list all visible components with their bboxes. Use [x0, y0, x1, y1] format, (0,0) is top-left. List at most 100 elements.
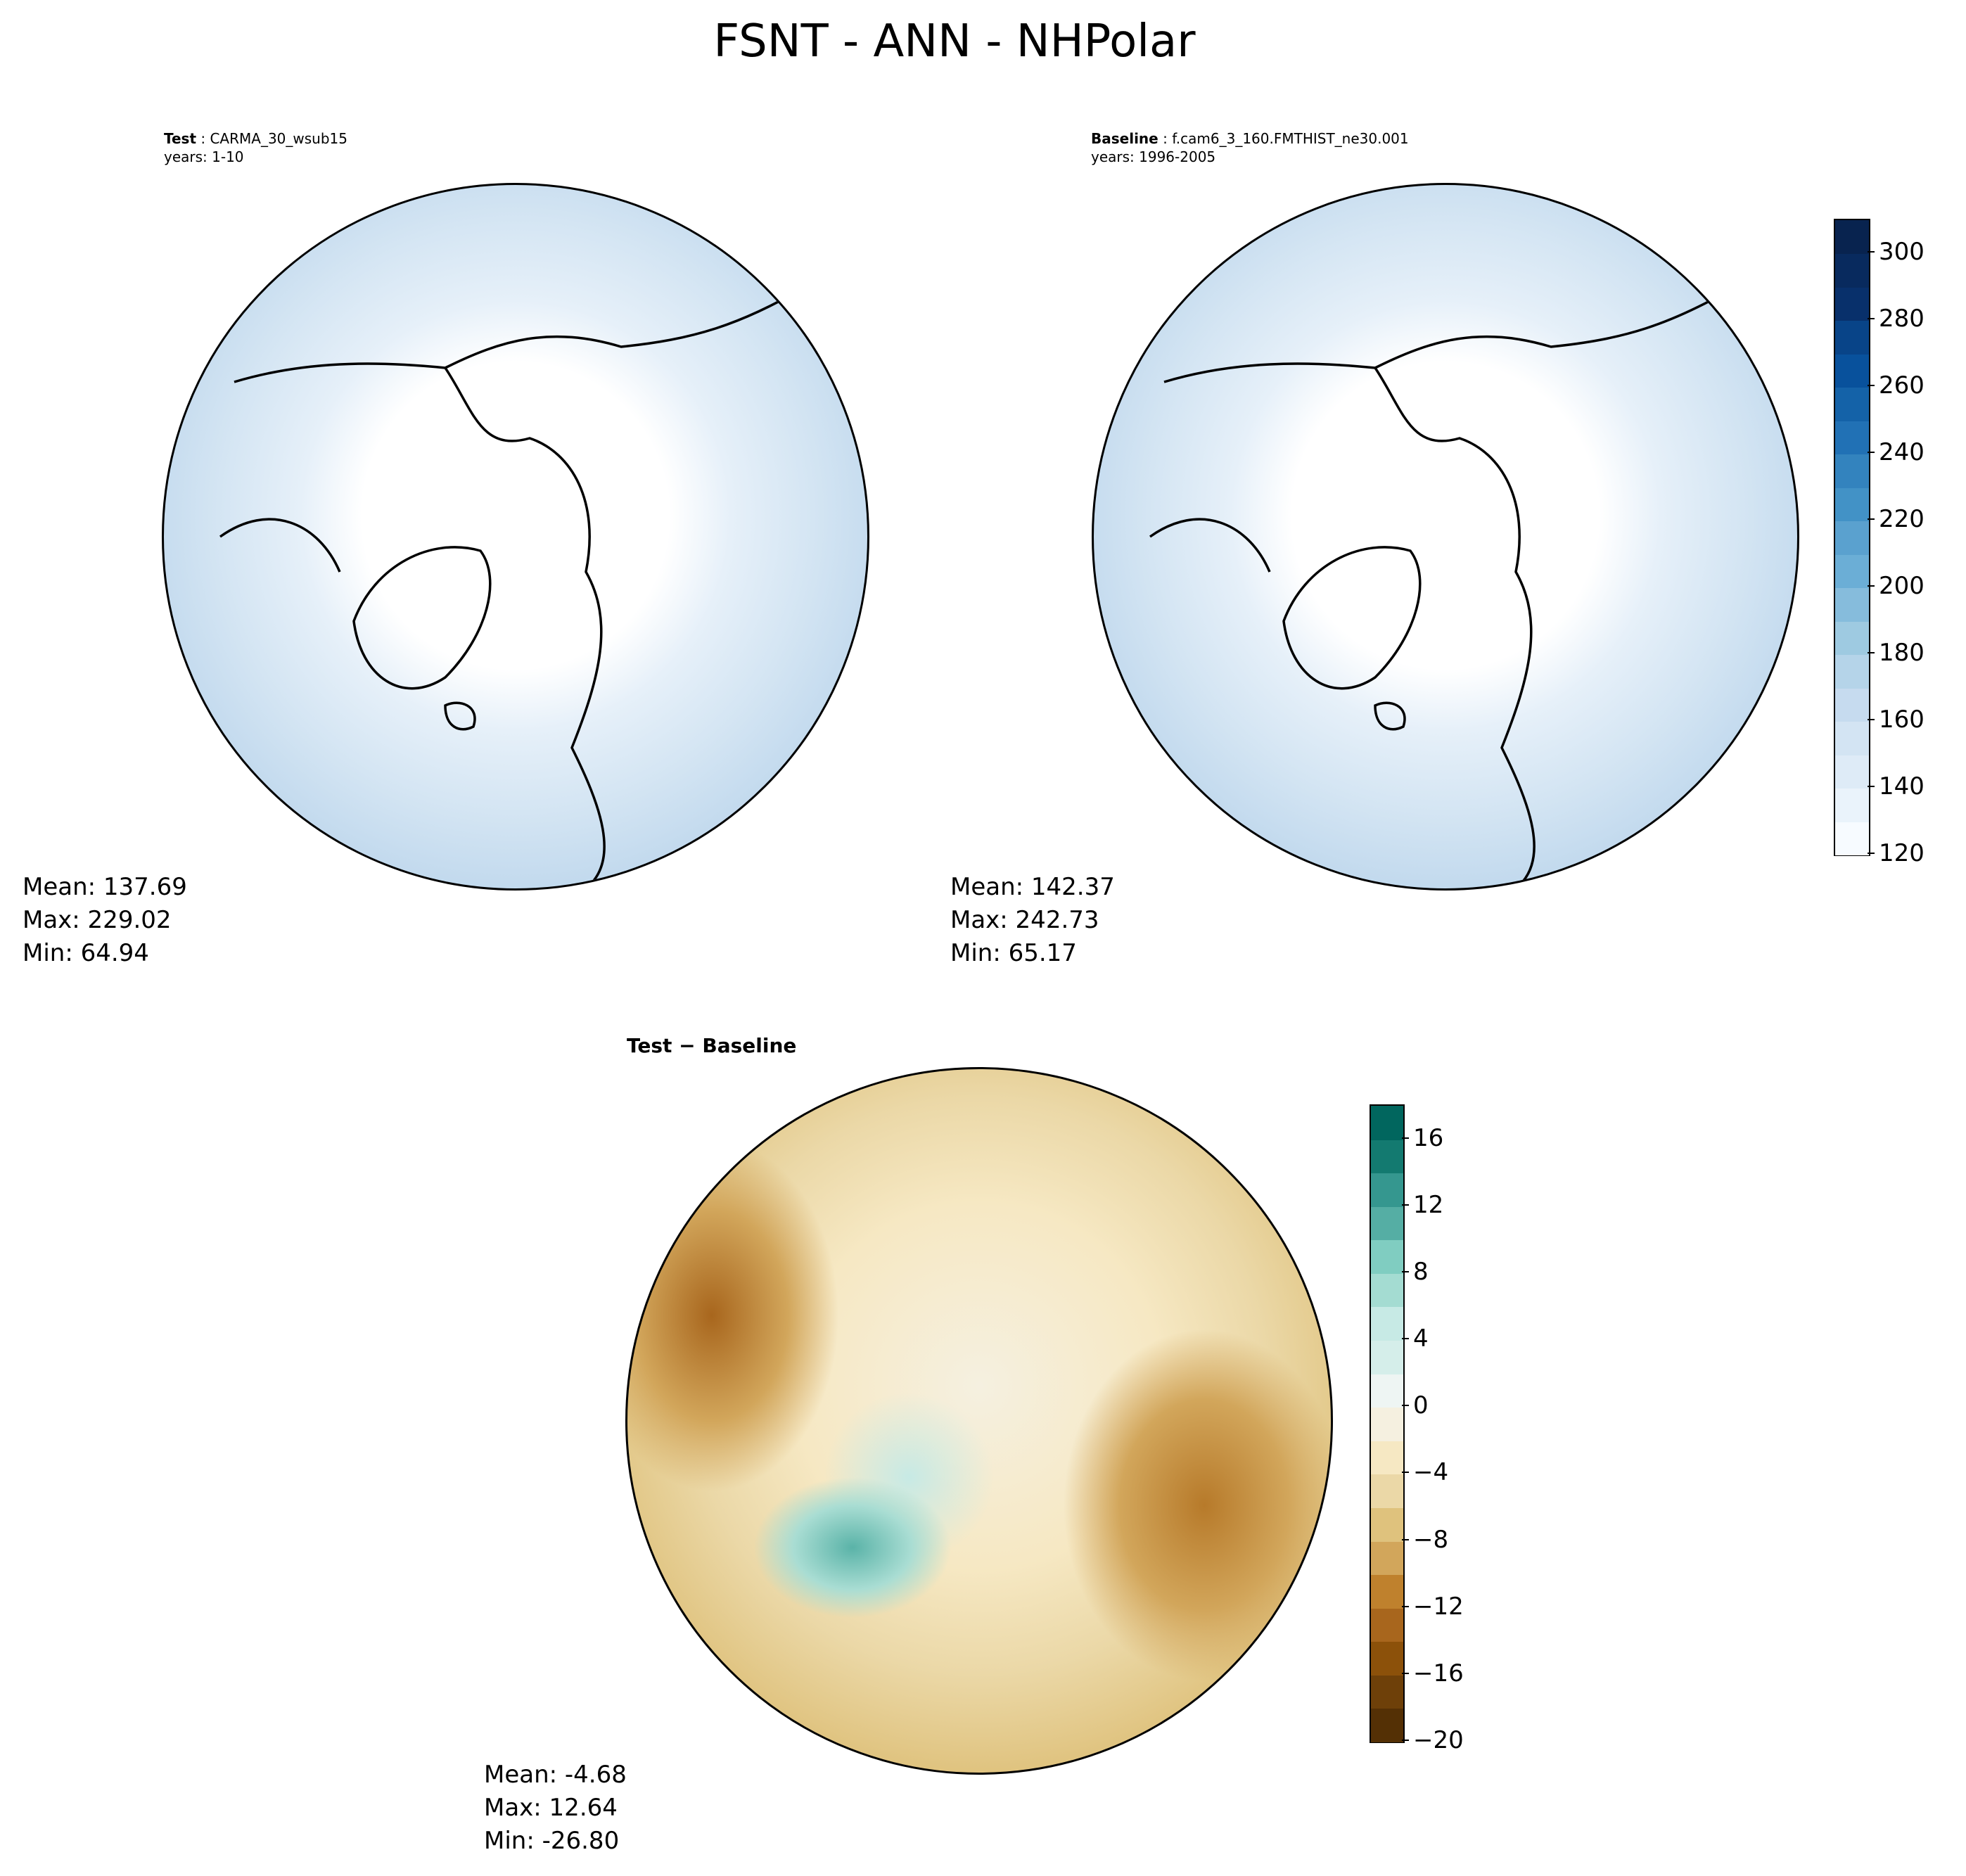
colorbar-band — [1371, 1106, 1403, 1140]
colorbar-band — [1371, 1674, 1403, 1709]
colorbar-band — [1371, 1173, 1403, 1207]
test-mean: Mean: 137.69 — [23, 873, 187, 901]
colorbar-band — [1835, 821, 1869, 855]
colorbar-tick-label: −8 — [1413, 1525, 1449, 1554]
colorbar-tick-label: 12 — [1413, 1190, 1444, 1219]
colorbar-tick-mark — [1402, 1338, 1409, 1340]
colorbar-tick-label: 300 — [1879, 238, 1924, 267]
colorbar-tick-label: 0 — [1413, 1391, 1429, 1420]
colorbar-band — [1835, 353, 1869, 388]
colorbar-tick-label: 16 — [1413, 1123, 1444, 1152]
greenland-coastline — [1282, 546, 1422, 690]
colorbar-tick-mark — [1868, 251, 1875, 253]
colorbar-band — [1371, 1440, 1403, 1475]
colorbar-tick-label: 220 — [1879, 505, 1924, 534]
colorbar-tick-label: 120 — [1879, 839, 1924, 867]
baseline-stats: Mean: 142.37 Max: 242.73 Min: 65.17 — [950, 871, 1115, 970]
colorbar-band — [1835, 220, 1869, 255]
colorbar-band — [1835, 454, 1869, 488]
colorbar-tick-label: 180 — [1879, 639, 1924, 668]
colorbar-band — [1835, 687, 1869, 722]
difference-min: Min: -26.80 — [484, 1827, 620, 1855]
colorbar-band — [1835, 320, 1869, 355]
colorbar-band — [1835, 420, 1869, 455]
arctic-coastline — [219, 282, 812, 888]
colorbar-band — [1371, 1474, 1403, 1508]
colorbar-band — [1835, 620, 1869, 656]
colorbar-band — [1371, 1540, 1403, 1576]
baseline-case: f.cam6_3_160.FMTHIST_ne30.001 — [1172, 130, 1409, 147]
baseline-max: Max: 242.73 — [950, 906, 1099, 934]
colorbar-band — [1371, 1708, 1403, 1742]
colorbar-band — [1371, 1306, 1403, 1341]
baseline-polar-map — [1092, 183, 1799, 891]
greenland-coastline — [352, 546, 492, 690]
fsnt-colorbar — [1834, 219, 1870, 856]
colorbar-tick-mark — [1868, 385, 1875, 387]
test-min: Min: 64.94 — [23, 939, 149, 967]
colorbar-band — [1371, 1139, 1403, 1174]
iceland-coastline — [444, 701, 476, 731]
colorbar-tick-label: 4 — [1413, 1325, 1429, 1353]
difference-mean: Mean: -4.68 — [484, 1761, 627, 1789]
test-case: CARMA_30_wsub15 — [210, 130, 347, 147]
colorbar-tick-mark — [1868, 585, 1875, 587]
colorbar-band — [1371, 1206, 1403, 1241]
colorbar-tick-mark — [1402, 1472, 1409, 1474]
baseline-min: Min: 65.17 — [950, 939, 1077, 967]
difference-title: Test − Baseline — [627, 1034, 797, 1057]
colorbar-tick-mark — [1402, 1672, 1409, 1674]
colorbar-band — [1371, 1373, 1403, 1408]
colorbar-tick-mark — [1868, 853, 1875, 854]
difference-polar-map — [625, 1067, 1333, 1775]
colorbar-tick-mark — [1402, 1204, 1409, 1206]
baseline-label: Baseline — [1091, 130, 1158, 147]
colorbar-band — [1371, 1574, 1403, 1609]
colorbar-band — [1835, 554, 1869, 589]
colorbar-band — [1371, 1607, 1403, 1642]
colorbar-tick-mark — [1402, 1137, 1409, 1139]
colorbar-tick-mark — [1402, 1270, 1409, 1272]
colorbar-band — [1371, 1641, 1403, 1676]
colorbar-tick-label: −12 — [1413, 1592, 1464, 1621]
colorbar-tick-label: 240 — [1879, 438, 1924, 467]
test-years: years: 1-10 — [164, 148, 244, 165]
colorbar-tick-mark — [1868, 518, 1875, 521]
baseline-mean: Mean: 142.37 — [950, 873, 1115, 901]
coastlines — [219, 282, 812, 888]
colorbar-band — [1371, 1239, 1403, 1274]
colorbar-tick-label: 160 — [1879, 706, 1924, 734]
colorbar-tick-mark — [1402, 1605, 1409, 1607]
colorbar-tick-mark — [1868, 452, 1875, 454]
colorbar-tick-mark — [1402, 1740, 1409, 1741]
test-polar-map — [162, 183, 869, 891]
test-subtitle: Test : CARMA_30_wsub15 years: 1-10 — [164, 130, 347, 165]
colorbar-tick-label: 8 — [1413, 1257, 1429, 1286]
colorbar-band — [1371, 1407, 1403, 1441]
colorbar-tick-label: 200 — [1879, 572, 1924, 601]
colorbar-band — [1371, 1272, 1403, 1308]
colorbar-band — [1371, 1340, 1403, 1374]
colorbar-tick-mark — [1868, 719, 1875, 721]
colorbar-band — [1835, 521, 1869, 555]
figure-title: FSNT - ANN - NHPolar — [713, 15, 1196, 68]
test-max: Max: 229.02 — [23, 906, 172, 934]
colorbar-band — [1835, 721, 1869, 755]
colorbar-tick-label: 280 — [1879, 305, 1924, 333]
colorbar-tick-label: −20 — [1413, 1726, 1464, 1754]
colorbar-tick-mark — [1868, 318, 1875, 320]
test-stats: Mean: 137.69 Max: 229.02 Min: 64.94 — [23, 871, 187, 970]
colorbar-band — [1835, 286, 1869, 321]
difference-max: Max: 12.64 — [484, 1794, 618, 1822]
colorbar-band — [1835, 654, 1869, 689]
colorbar-band — [1835, 387, 1869, 421]
colorbar-tick-label: 140 — [1879, 772, 1924, 801]
baseline-subtitle: Baseline : f.cam6_3_160.FMTHIST_ne30.001… — [1091, 130, 1409, 165]
colorbar-tick-mark — [1868, 652, 1875, 654]
baseline-years: years: 1996-2005 — [1091, 148, 1216, 165]
iceland-coastline — [1374, 701, 1406, 731]
coastlines — [1149, 282, 1742, 888]
colorbar-band — [1835, 587, 1869, 622]
arctic-coastline — [1149, 282, 1742, 888]
colorbar-band — [1835, 487, 1869, 522]
